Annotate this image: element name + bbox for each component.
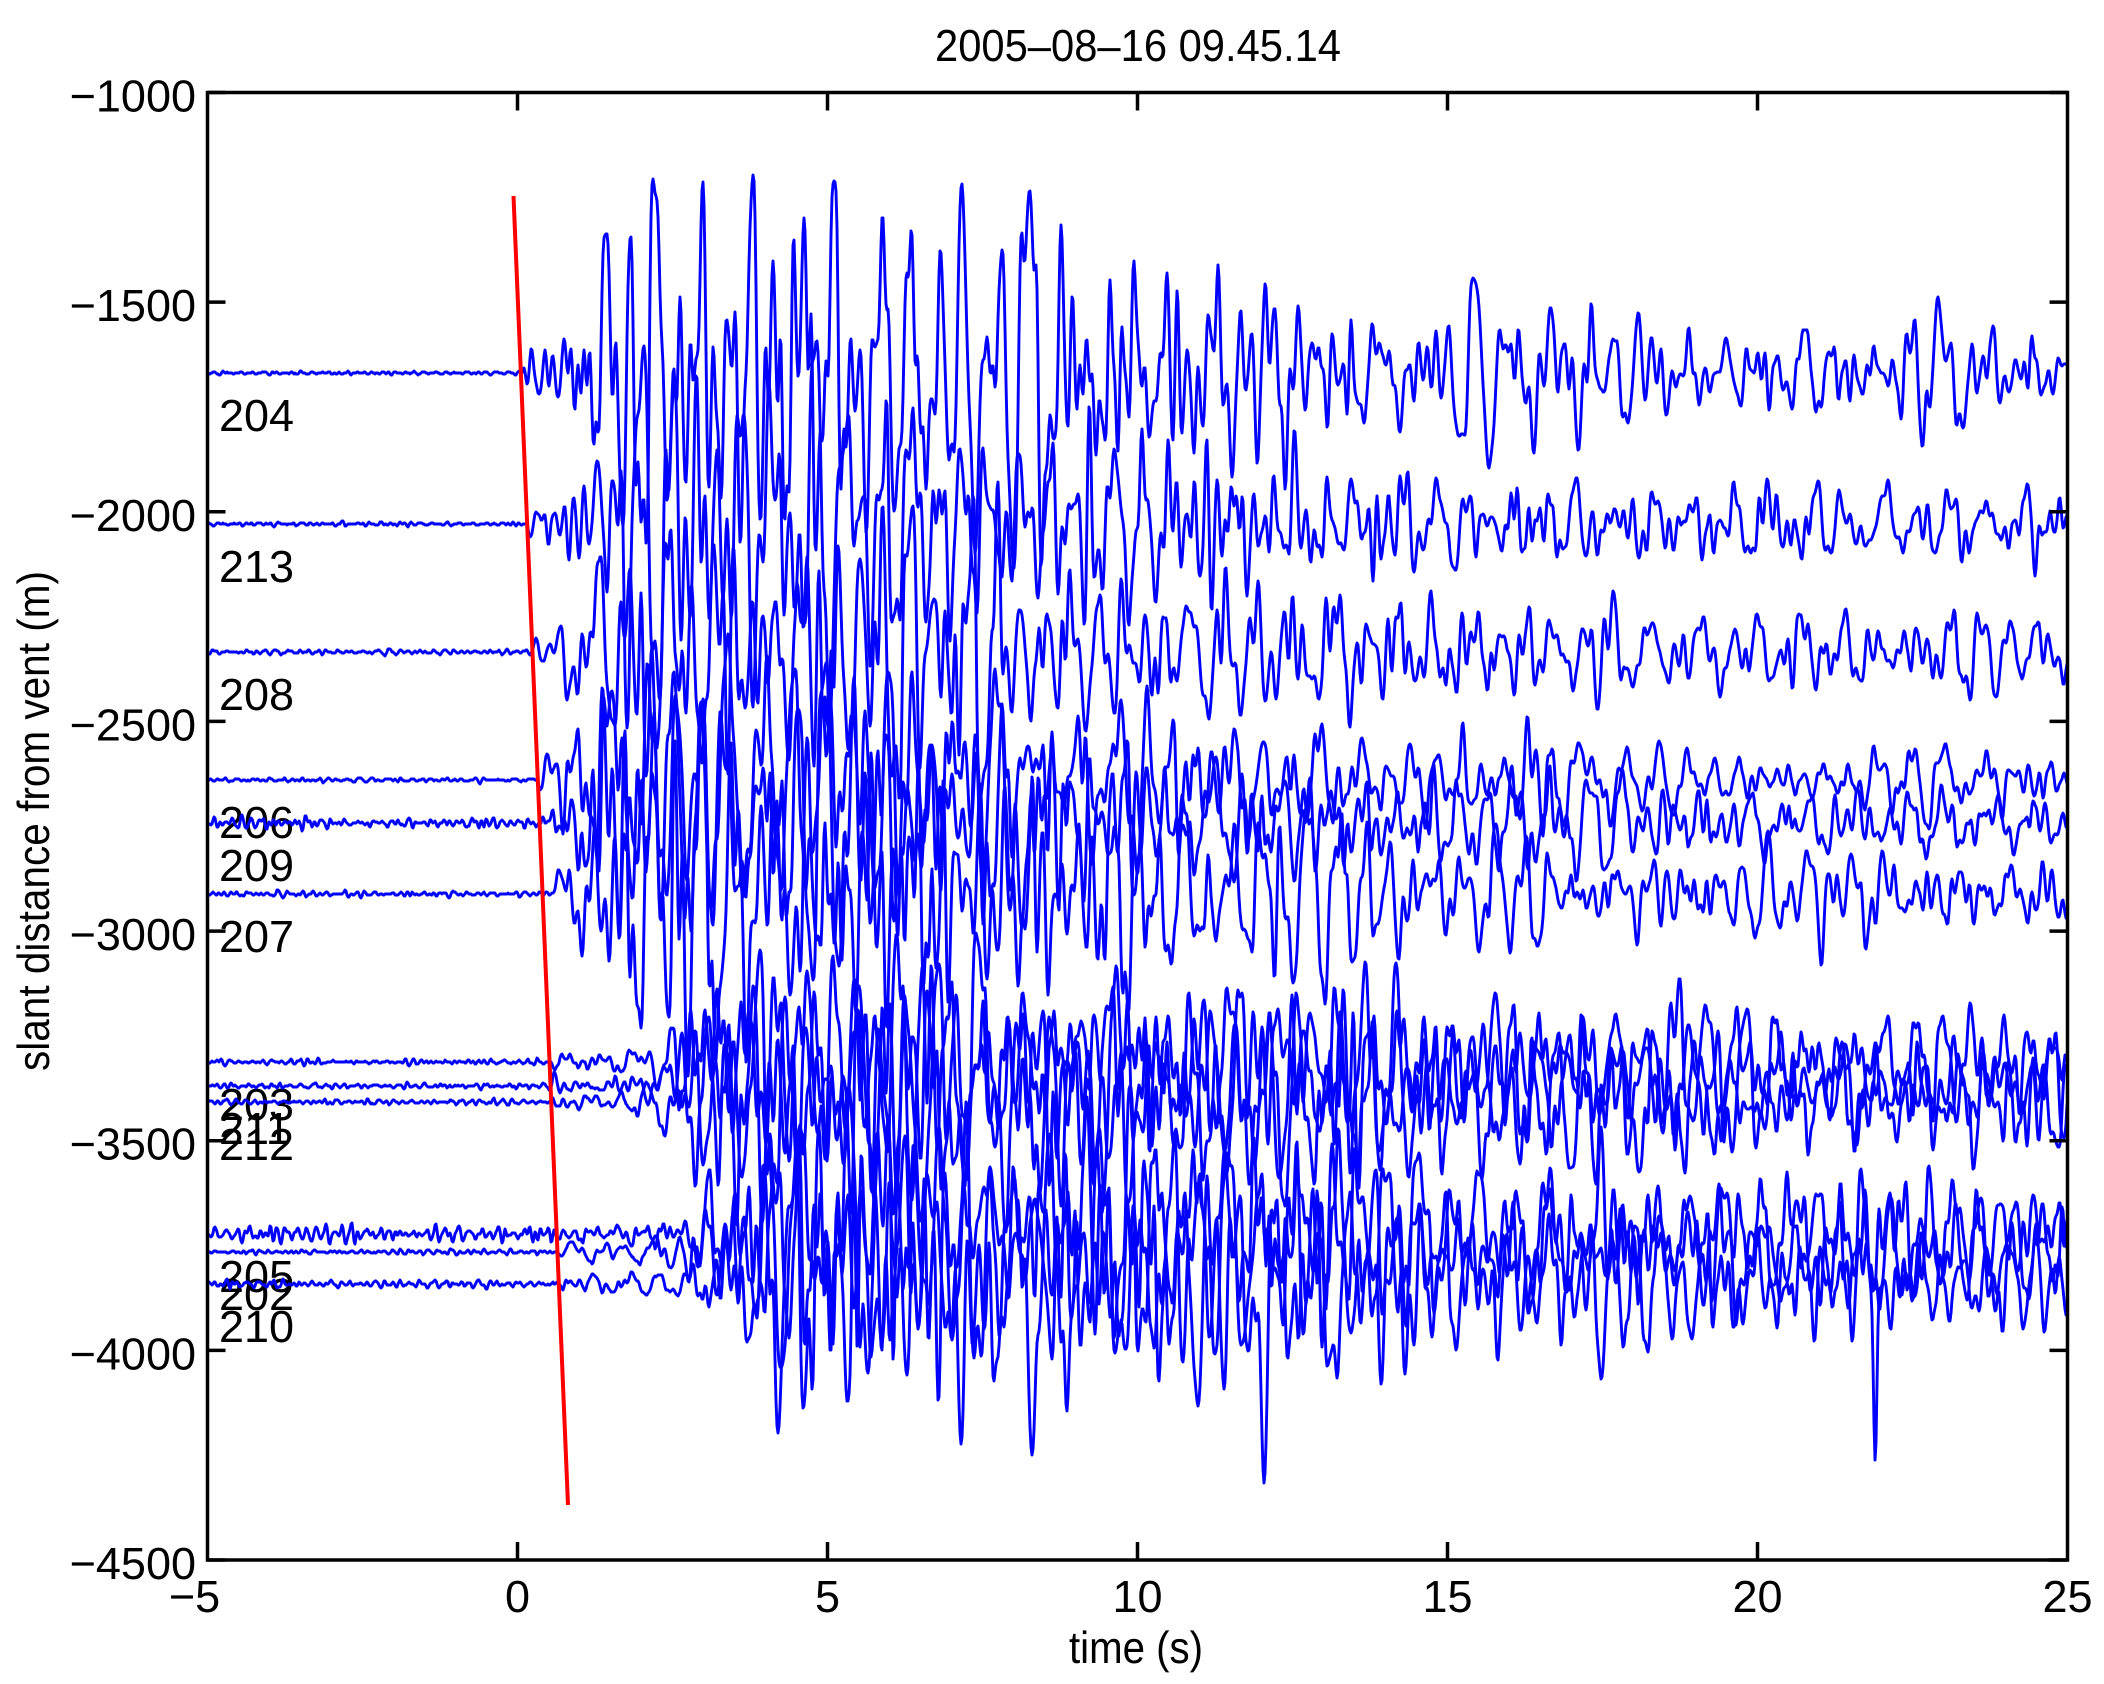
svg-text:0: 0 xyxy=(505,1571,530,1622)
svg-text:−4500: −4500 xyxy=(70,1538,196,1589)
svg-text:202: 202 xyxy=(219,1269,294,1320)
svg-text:210: 210 xyxy=(219,1301,294,1352)
svg-text:−1000: −1000 xyxy=(70,71,196,122)
svg-text:−3500: −3500 xyxy=(70,1119,196,1170)
svg-text:2005–08–16 09.45.14: 2005–08–16 09.45.14 xyxy=(935,20,1341,71)
svg-text:15: 15 xyxy=(1422,1571,1472,1622)
svg-text:211: 211 xyxy=(219,1103,291,1154)
svg-text:212: 212 xyxy=(219,1119,294,1170)
svg-text:10: 10 xyxy=(1112,1571,1162,1622)
svg-text:25: 25 xyxy=(2042,1571,2092,1622)
svg-text:204: 204 xyxy=(219,390,294,441)
svg-text:208: 208 xyxy=(219,669,294,720)
svg-text:205: 205 xyxy=(219,1251,294,1302)
svg-text:20: 20 xyxy=(1732,1571,1782,1622)
svg-text:207: 207 xyxy=(219,911,294,962)
svg-text:209: 209 xyxy=(219,840,294,891)
svg-text:213: 213 xyxy=(219,541,294,592)
svg-text:slant distance from vent (m): slant distance from vent (m) xyxy=(8,571,59,1071)
svg-text:−1500: −1500 xyxy=(70,280,196,331)
svg-text:−3000: −3000 xyxy=(70,909,196,960)
svg-text:−5: −5 xyxy=(169,1571,220,1622)
svg-text:5: 5 xyxy=(815,1571,840,1622)
svg-text:time (s): time (s) xyxy=(1069,1622,1203,1673)
svg-text:−2000: −2000 xyxy=(70,490,196,541)
svg-text:−4000: −4000 xyxy=(70,1328,196,1379)
svg-text:−2500: −2500 xyxy=(70,699,196,750)
